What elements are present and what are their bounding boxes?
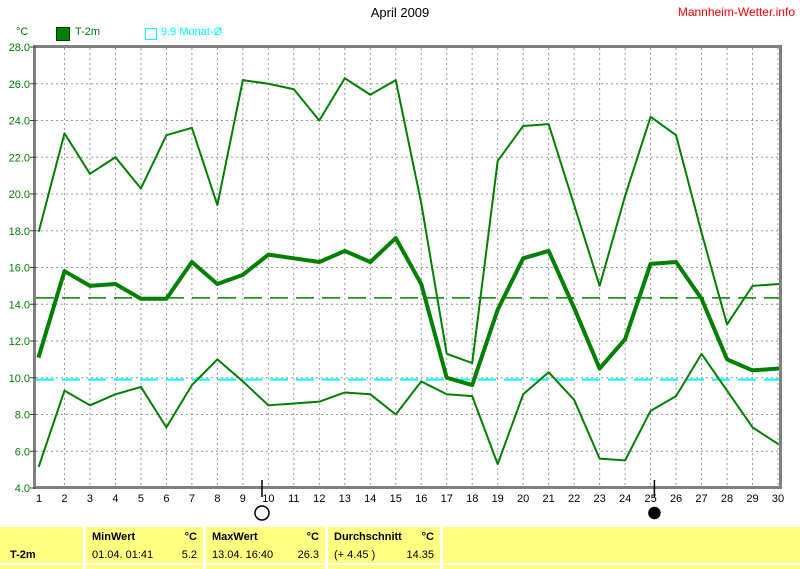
svg-text:21: 21 xyxy=(543,493,555,505)
svg-text:28.0: 28.0 xyxy=(9,42,30,54)
svg-text:9: 9 xyxy=(240,493,246,505)
svg-text:12.0: 12.0 xyxy=(9,336,30,348)
stats-cell-maxwert: MaxWert °C 13.04. 16:40 26.3 xyxy=(206,527,325,563)
svg-text:20: 20 xyxy=(517,493,529,505)
page-title: April 2009 xyxy=(370,5,430,20)
stats-cell-durchschnitt: Durchschnitt °C (+ 4.45 ) 14.35 xyxy=(328,527,440,563)
clipped-row-label: MaxWert xyxy=(0,565,83,569)
durchschnitt-value: 14.35 xyxy=(406,549,434,561)
svg-text:26: 26 xyxy=(670,493,682,505)
minwert-datetime: 01.04. 01:41 xyxy=(92,549,154,561)
series-name: T-2m xyxy=(10,549,36,561)
minwert-unit: °C xyxy=(184,531,197,543)
svg-text:8.0: 8.0 xyxy=(15,410,30,422)
durchschnitt-header: Durchschnitt xyxy=(334,531,402,543)
svg-text:28: 28 xyxy=(721,493,733,505)
svg-text:18.0: 18.0 xyxy=(9,226,30,238)
svg-text:4.0: 4.0 xyxy=(15,483,30,495)
stats-row-clipped: MaxWert xyxy=(0,565,800,569)
svg-text:12: 12 xyxy=(313,493,325,505)
maxwert-value: 26.3 xyxy=(297,549,319,561)
svg-text:3: 3 xyxy=(87,493,93,505)
y-axis-unit-label: °C xyxy=(16,26,29,38)
full-moon-icon xyxy=(254,505,270,521)
svg-text:14.0: 14.0 xyxy=(9,299,30,311)
maxwert-header: MaxWert xyxy=(212,531,258,543)
svg-text:29: 29 xyxy=(746,493,758,505)
stats-row-t2m: T-2m MinWert °C 01.04. 01:41 5.2 MaxWert… xyxy=(0,527,800,563)
svg-text:22.0: 22.0 xyxy=(9,152,30,164)
minwert-value: 5.2 xyxy=(181,549,197,561)
svg-text:5: 5 xyxy=(138,493,144,505)
chart-svg: 4.0 6.0 8.0 10.0 12.0 14.0 16.0 18.0 20.0 22.0 24.… xyxy=(9,42,784,521)
legend-monthly-avg-swatch-icon xyxy=(145,28,157,40)
stats-cell-empty xyxy=(443,527,800,563)
svg-text:7: 7 xyxy=(189,493,195,505)
svg-text:14: 14 xyxy=(364,493,376,505)
svg-text:25: 25 xyxy=(644,493,656,505)
svg-text:11: 11 xyxy=(288,493,299,505)
svg-text:19: 19 xyxy=(492,493,504,505)
svg-text:8: 8 xyxy=(214,493,220,505)
svg-text:16.0: 16.0 xyxy=(9,263,30,275)
stats-table: T-2m MinWert °C 01.04. 01:41 5.2 MaxWert… xyxy=(0,527,800,569)
stats-cell-minwert: MinWert °C 01.04. 01:41 5.2 xyxy=(86,527,203,563)
svg-text:17: 17 xyxy=(441,493,453,505)
durchschnitt-anomaly: (+ 4.45 ) xyxy=(334,549,376,561)
svg-text:2: 2 xyxy=(61,493,67,505)
new-moon-icon xyxy=(648,506,661,520)
svg-text:23: 23 xyxy=(593,493,605,505)
site-link[interactable]: Mannheim-Wetter.info xyxy=(677,5,795,19)
legend-monthly-avg-label: 9.9 Monat-Ø xyxy=(161,26,223,38)
svg-text:30: 30 xyxy=(772,493,784,505)
durchschnitt-unit: °C xyxy=(421,531,434,543)
svg-text:10: 10 xyxy=(262,493,274,505)
svg-text:22: 22 xyxy=(568,493,580,505)
legend-t2m-label: T-2m xyxy=(75,26,101,38)
svg-text:24.0: 24.0 xyxy=(9,116,30,128)
maxwert-unit: °C xyxy=(306,531,319,543)
svg-text:6: 6 xyxy=(163,493,169,505)
svg-text:18: 18 xyxy=(466,493,478,505)
stats-cell-series: T-2m xyxy=(0,527,83,563)
svg-text:13: 13 xyxy=(339,493,351,505)
svg-text:26.0: 26.0 xyxy=(9,79,30,91)
svg-text:16: 16 xyxy=(415,493,427,505)
svg-text:6.0: 6.0 xyxy=(15,446,30,458)
svg-text:27: 27 xyxy=(695,493,707,505)
svg-text:1: 1 xyxy=(36,493,42,505)
svg-text:4: 4 xyxy=(112,493,118,505)
svg-text:15: 15 xyxy=(390,493,402,505)
legend-t2m-swatch-icon xyxy=(56,27,70,41)
minwert-header: MinWert xyxy=(92,531,136,543)
svg-text:24: 24 xyxy=(619,493,631,505)
svg-text:10.0: 10.0 xyxy=(9,373,30,385)
svg-text:20.0: 20.0 xyxy=(9,189,30,201)
maxwert-datetime: 13.04. 16:40 xyxy=(212,549,274,561)
